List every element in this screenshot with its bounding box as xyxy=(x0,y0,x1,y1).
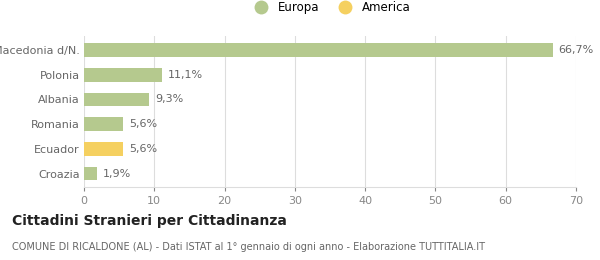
Text: 1,9%: 1,9% xyxy=(103,168,131,179)
Text: 11,1%: 11,1% xyxy=(167,70,203,80)
Text: COMUNE DI RICALDONE (AL) - Dati ISTAT al 1° gennaio di ogni anno - Elaborazione : COMUNE DI RICALDONE (AL) - Dati ISTAT al… xyxy=(12,242,485,252)
Text: 5,6%: 5,6% xyxy=(129,144,157,154)
Bar xyxy=(84,142,124,156)
Bar xyxy=(84,43,553,57)
Text: 9,3%: 9,3% xyxy=(155,94,183,105)
Legend: Europa, America: Europa, America xyxy=(245,0,415,18)
Bar xyxy=(84,167,97,180)
Text: Cittadini Stranieri per Cittadinanza: Cittadini Stranieri per Cittadinanza xyxy=(12,214,287,229)
Bar xyxy=(84,117,124,131)
Text: 66,7%: 66,7% xyxy=(559,45,593,55)
Text: 5,6%: 5,6% xyxy=(129,119,157,129)
Bar xyxy=(84,93,149,106)
Bar xyxy=(84,68,162,82)
